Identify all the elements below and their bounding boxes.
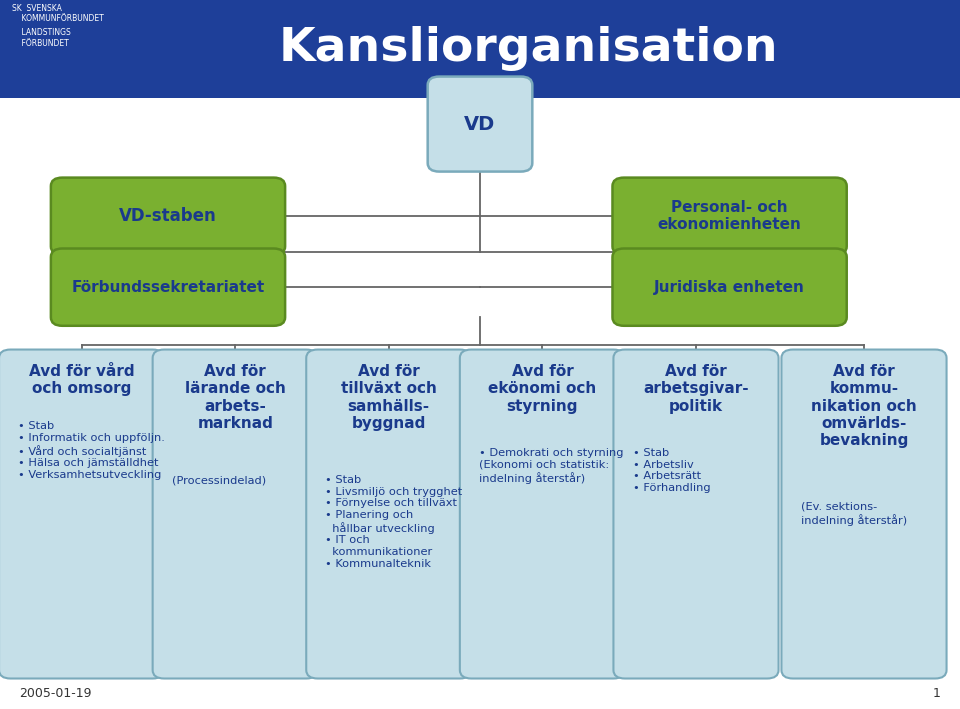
FancyBboxPatch shape	[51, 249, 285, 326]
Text: Juridiska enheten: Juridiska enheten	[654, 279, 805, 295]
Text: Förbundssekretariatet: Förbundssekretariatet	[71, 279, 265, 295]
Text: Personal- och
ekonomienheten: Personal- och ekonomienheten	[658, 200, 802, 233]
Text: Avd för
arbetsgivar-
politik: Avd för arbetsgivar- politik	[643, 364, 749, 413]
FancyBboxPatch shape	[612, 249, 847, 326]
Text: Avd för
lärande och
arbets-
marknad: Avd för lärande och arbets- marknad	[184, 364, 286, 431]
Text: Avd för
kommu-
nikation och
omvärlds-
bevakning: Avd för kommu- nikation och omvärlds- be…	[811, 364, 917, 448]
FancyBboxPatch shape	[153, 350, 318, 679]
FancyBboxPatch shape	[306, 350, 471, 679]
FancyBboxPatch shape	[460, 350, 625, 679]
Text: VD: VD	[465, 115, 495, 133]
Text: 2005-01-19: 2005-01-19	[19, 688, 92, 700]
FancyBboxPatch shape	[428, 77, 532, 172]
Text: • Stab
• Informatik och uppföljn.
• Vård och socialtjänst
• Hälsa och jämställdh: • Stab • Informatik och uppföljn. • Vård…	[18, 421, 165, 480]
FancyBboxPatch shape	[0, 350, 164, 679]
Text: Avd för
tillväxt och
samhälls-
byggnad: Avd för tillväxt och samhälls- byggnad	[341, 364, 437, 431]
Bar	[0, 0, 960, 98]
Text: 1: 1	[933, 688, 941, 700]
Text: (Ev. sektions-
indelning återstår): (Ev. sektions- indelning återstår)	[801, 502, 907, 526]
Text: Kansliorganisation: Kansliorganisation	[278, 26, 778, 72]
FancyBboxPatch shape	[613, 350, 779, 679]
Text: (Processindelad): (Processindelad)	[172, 475, 266, 485]
Text: VD-staben: VD-staben	[119, 207, 217, 225]
Text: SK  SVENSKA
    KOMMUNFÖRBUNDET: SK SVENSKA KOMMUNFÖRBUNDET	[12, 4, 105, 23]
FancyBboxPatch shape	[781, 350, 947, 679]
Text: LANDSTINGS
    FÖRBUNDET: LANDSTINGS FÖRBUNDET	[12, 28, 71, 48]
Text: • Demokrati och styrning
(Ekonomi och statistik:
indelning återstår): • Demokrati och styrning (Ekonomi och st…	[479, 448, 624, 484]
Text: Avd för vård
och omsorg: Avd för vård och omsorg	[29, 364, 134, 396]
FancyBboxPatch shape	[51, 178, 285, 255]
Text: • Stab
• Arbetsliv
• Arbetsrätt
• Förhandling: • Stab • Arbetsliv • Arbetsrätt • Förhan…	[633, 448, 710, 493]
FancyBboxPatch shape	[612, 178, 847, 255]
Text: Avd för
ekönomi och
styrning: Avd för ekönomi och styrning	[489, 364, 596, 413]
Text: • Stab
• Livsmiljö och trygghet
• Förnyelse och tillväxt
• Planering och
  hållb: • Stab • Livsmiljö och trygghet • Förnye…	[325, 475, 463, 569]
